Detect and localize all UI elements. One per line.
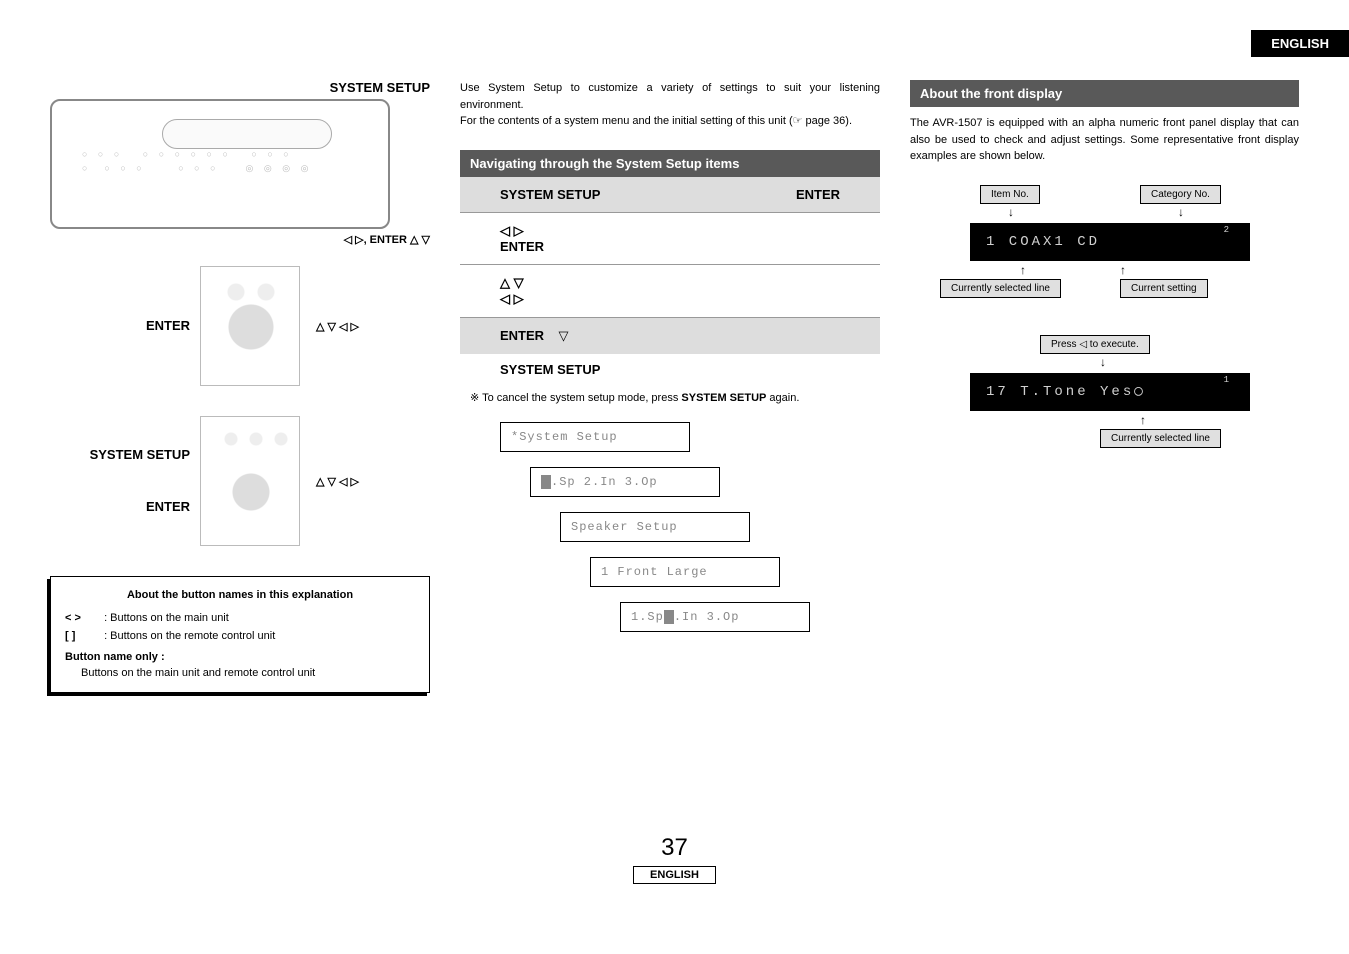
remote-diagram-1: ENTER △ ▽ ◁ ▷ [50,266,430,386]
intro-line-2: For the contents of a system menu and th… [460,115,852,127]
disp-5-pre: 1.Sp [631,610,664,624]
angle-brackets: < > [65,610,101,627]
tag-current-line-2: Currently selected line [1100,429,1221,448]
remote-diagram-2: SYSTEM SETUP ENTER △ ▽ ◁ ▷ [50,416,430,546]
tag-category-no: Category No. [1140,185,1221,204]
step3-updown: △ ▽ [500,275,840,291]
front-panel-diagram: ○ ○ ○ ○ ○ ○ ○ ○ ○ ○ ○ ○○ ○ ○ ○ ○ ○ ○ ◎ ◎… [50,99,390,229]
step-2: ◁ ▷ ENTER [460,212,880,264]
lcd-2: 17 T.Tone Yes◯ 1 [970,373,1250,411]
arrows-label-1: △ ▽ ◁ ▷ [310,320,359,333]
main-unit-text: : Buttons on the main unit [104,612,229,624]
about-button-names-box: About the button names in this explanati… [50,576,430,693]
cancel-note-pre: ※ To cancel the system setup mode, press [470,392,681,404]
disp-1: *System Setup [500,422,690,452]
nav-header: Navigating through the System Setup item… [460,150,880,177]
intro-text: Use System Setup to customize a variety … [460,80,880,130]
step-1: SYSTEM SETUP ENTER [460,177,880,212]
system-setup-sub: SYSTEM SETUP [460,354,880,385]
about-title: About the button names in this explanati… [65,587,415,604]
step2-arrows: ◁ ▷ [500,223,840,239]
about-front-display-header: About the front display [910,80,1299,107]
remote-unit-text: : Buttons on the remote control unit [104,630,275,642]
system-setup-enter-label: SYSTEM SETUP ENTER [50,442,190,520]
about-row-2: [ ] : Buttons on the remote control unit [65,628,415,645]
remote-image-2 [200,416,300,546]
step3-leftright: ◁ ▷ [500,291,840,307]
enter-label: ENTER [50,313,190,339]
display-example-2: Press ◁ to execute. ↓ 17 T.Tone Yes◯ 1 ↑… [910,335,1299,465]
cancel-note-post: again. [766,392,799,404]
arrows-label-2: △ ▽ ◁ ▷ [310,475,359,488]
cancel-note-bold: SYSTEM SETUP [681,392,766,404]
page-footer: 37 ENGLISH [0,834,1349,884]
right-column: About the front display The AVR-1507 is … [910,80,1299,693]
system-setup-label: SYSTEM SETUP [50,80,430,95]
step-4: ENTER ▽ [460,317,880,354]
middle-column: Use System Setup to customize a variety … [460,80,880,693]
disp-2-text: .Sp 2.In 3.Op [551,475,658,489]
tag-press-execute: Press ◁ to execute. [1040,335,1150,354]
language-tab: ENGLISH [1251,30,1349,57]
disp-5: 1.Sp .In 3.Op [620,602,810,632]
step1-system-setup: SYSTEM SETUP [500,187,600,202]
step1-enter: ENTER [796,187,840,202]
disp-4: 1 Front Large [590,557,780,587]
intro-line-1: Use System Setup to customize a variety … [460,82,880,111]
about-front-display-text: The AVR-1507 is equipped with an alpha n… [910,115,1299,165]
tag-item-no: Item No. [980,185,1040,204]
lcd-1: 1 COAX1 CD 2 [970,223,1250,261]
arrow-up-icon: ↑ [1020,263,1026,277]
display-example-1: Item No. Category No. ↓ ↓ 1 COAX1 CD 2 ↑… [910,185,1299,305]
step2-enter: ENTER [500,239,840,254]
tag-current-line: Currently selected line [940,279,1061,298]
disp-3: Speaker Setup [560,512,750,542]
enter-text: ENTER [146,499,190,514]
square-brackets: [ ] [65,628,101,645]
about-row-1: < > : Buttons on the main unit [65,610,415,627]
disp-5-post: .In 3.Op [674,610,740,624]
lcd-2-text: 17 T.Tone Yes◯ [986,383,1146,400]
page-number: 37 [0,834,1349,862]
button-name-only-sub: Buttons on the main unit and remote cont… [65,665,415,682]
lcd-1-text: 1 COAX1 CD [986,234,1100,250]
page-content: SYSTEM SETUP ○ ○ ○ ○ ○ ○ ○ ○ ○ ○ ○ ○○ ○ … [50,80,1299,693]
remote-image-1 [200,266,300,386]
cancel-note: ※ To cancel the system setup mode, press… [460,385,880,422]
button-name-only-label: Button name only : [65,649,415,666]
left-column: SYSTEM SETUP ○ ○ ○ ○ ○ ○ ○ ○ ○ ○ ○ ○○ ○ … [50,80,430,693]
tag-current-setting: Current setting [1120,279,1208,298]
arrow-down-icon: ↓ [1100,355,1106,369]
footer-language: ENGLISH [633,866,716,884]
arrow-up-icon: ↑ [1140,413,1146,427]
arrow-up-icon: ↑ [1120,263,1126,277]
arrow-down-icon: ↓ [1178,205,1184,219]
display-cascade: *System Setup .Sp 2.In 3.Op Speaker Setu… [500,422,880,682]
arrow-down-icon: ↓ [1008,205,1014,219]
step-3: △ ▽ ◁ ▷ [460,264,880,317]
disp-2: .Sp 2.In 3.Op [530,467,720,497]
step4-enter: ENTER [500,328,544,343]
step4-down: ▽ [559,328,569,343]
sys-setup-text: SYSTEM SETUP [90,447,190,462]
arrows-enter-label: ◁ ▷, ENTER △ ▽ [50,233,430,246]
